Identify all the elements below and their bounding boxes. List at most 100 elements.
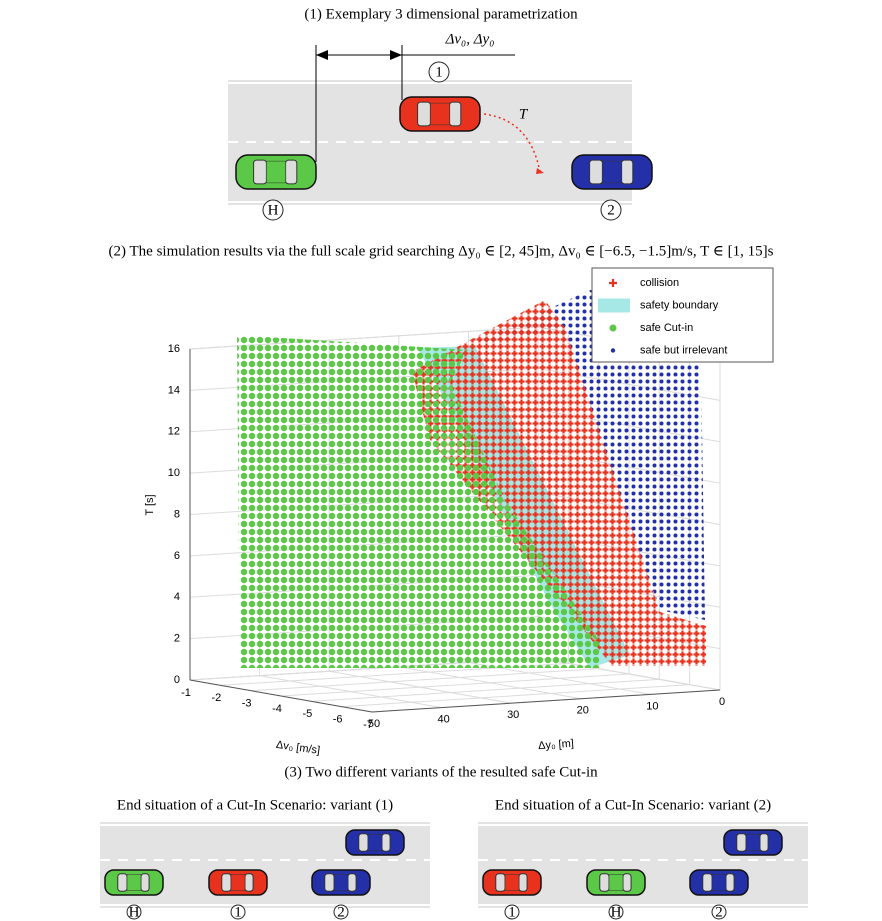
vehicle-label: H — [611, 904, 622, 920]
arrow-head — [390, 50, 402, 60]
vehicle-badge — [600, 199, 622, 221]
arrow-head — [536, 168, 544, 174]
vehicle-badge — [230, 904, 246, 920]
car-roof — [711, 874, 727, 891]
car-window — [736, 833, 747, 852]
scenario-diagram: Δv₀, Δy₀ T 1 H 2 — [228, 31, 653, 221]
car-roof — [367, 834, 383, 851]
vehicle-badge — [126, 904, 142, 920]
section-title: (2) The simulation results via the full … — [109, 243, 774, 259]
axis-line — [189, 679, 373, 713]
x-tick-label: -5 — [302, 708, 312, 720]
car-roof — [266, 160, 286, 184]
car-window — [622, 873, 632, 892]
z-tick-label: 8 — [174, 508, 180, 520]
vehicle-badge — [504, 904, 520, 920]
z-tick-label: 6 — [174, 550, 180, 562]
y-tick-label: 0 — [719, 696, 725, 708]
z-tick-label: 14 — [168, 384, 180, 396]
car-window — [702, 873, 713, 892]
car-window — [381, 833, 391, 852]
legend-label: safe Cut-in — [640, 322, 693, 334]
vehicle-label: H — [268, 202, 279, 218]
y-tick-label: 20 — [577, 705, 589, 717]
trajectory — [483, 113, 541, 173]
legend-marker — [610, 348, 616, 353]
legend-marker — [609, 279, 617, 287]
grid-line — [250, 668, 599, 692]
variant-title: End situation of a Cut-In Scenario: vari… — [495, 797, 771, 813]
vehicle-label: 2 — [337, 904, 345, 920]
x-tick-label: -2 — [211, 692, 221, 704]
grid-line — [311, 678, 660, 702]
collision-cloud — [412, 300, 706, 666]
x-tick-label: -1 — [181, 687, 191, 699]
x-axis-label: Δv₀ [m/s] — [275, 739, 321, 757]
car-roof — [602, 160, 622, 184]
x-tick-label: -3 — [242, 698, 252, 710]
car-window — [759, 833, 769, 852]
z-tick-label: 2 — [174, 633, 180, 645]
legend-marker — [609, 324, 617, 332]
car-window — [725, 873, 735, 892]
x-tick-label: -6 — [333, 714, 343, 726]
car-window — [244, 873, 254, 892]
y-tick-label: 40 — [437, 714, 449, 726]
axis-line — [371, 689, 721, 713]
vehicle-badge — [333, 904, 349, 920]
z-tick-label: 16 — [168, 343, 180, 355]
car-window — [621, 159, 634, 185]
irrelevant-cloud — [470, 290, 705, 620]
car-roof — [608, 874, 624, 891]
z-tick-label: 10 — [168, 467, 180, 479]
car-window — [518, 873, 528, 892]
vehicle-badge — [428, 61, 450, 83]
car-window — [589, 159, 603, 185]
car-roof — [745, 834, 761, 851]
y-axis-label: Δy₀ [m] — [538, 738, 575, 752]
arrow-head — [316, 50, 328, 60]
x-tick-label: -4 — [272, 703, 282, 715]
car-window — [253, 159, 267, 185]
car-roof — [504, 874, 520, 891]
time-label: T — [519, 106, 529, 122]
z-axis-label: T [s] — [144, 494, 156, 515]
vehicle-badge — [711, 904, 727, 920]
car-window — [117, 873, 128, 892]
car-window — [140, 873, 150, 892]
section-title: (3) Two different variants of the result… — [284, 764, 598, 780]
z-tick-label: 12 — [168, 426, 180, 438]
legend-label: safe but irrelevant — [640, 344, 727, 356]
car-window — [221, 873, 232, 892]
grid-line — [280, 673, 630, 697]
car-window — [347, 873, 357, 892]
vehicle-label: 1 — [234, 904, 242, 920]
z-tick-label: 4 — [174, 591, 180, 603]
car-window — [285, 159, 298, 185]
z-tick-label: 0 — [174, 674, 180, 686]
car-window — [358, 833, 369, 852]
vehicle-label: 2 — [715, 904, 723, 920]
car-window — [449, 101, 462, 127]
y-tick-label: 10 — [646, 700, 658, 712]
vehicle-badge — [262, 199, 284, 221]
grid-line — [341, 684, 690, 708]
vehicle-label: 2 — [607, 202, 615, 218]
car-roof — [126, 874, 142, 891]
legend-box — [591, 267, 774, 363]
car-roof — [430, 102, 450, 126]
car-window — [324, 873, 335, 892]
safe-cloud — [237, 335, 600, 668]
car-roof — [333, 874, 349, 891]
car-window — [417, 101, 431, 127]
legend-marker — [598, 298, 630, 313]
x-tick-label: -7 — [363, 719, 373, 731]
vehicle-label: 1 — [435, 64, 443, 80]
legend-label: safety boundary — [640, 299, 719, 311]
car-roof — [230, 874, 246, 891]
car-window — [495, 873, 506, 892]
section-title: (1) Exemplary 3 dimensional parametrizat… — [304, 6, 578, 22]
dimension-label: Δv₀, Δy₀ — [445, 31, 495, 47]
